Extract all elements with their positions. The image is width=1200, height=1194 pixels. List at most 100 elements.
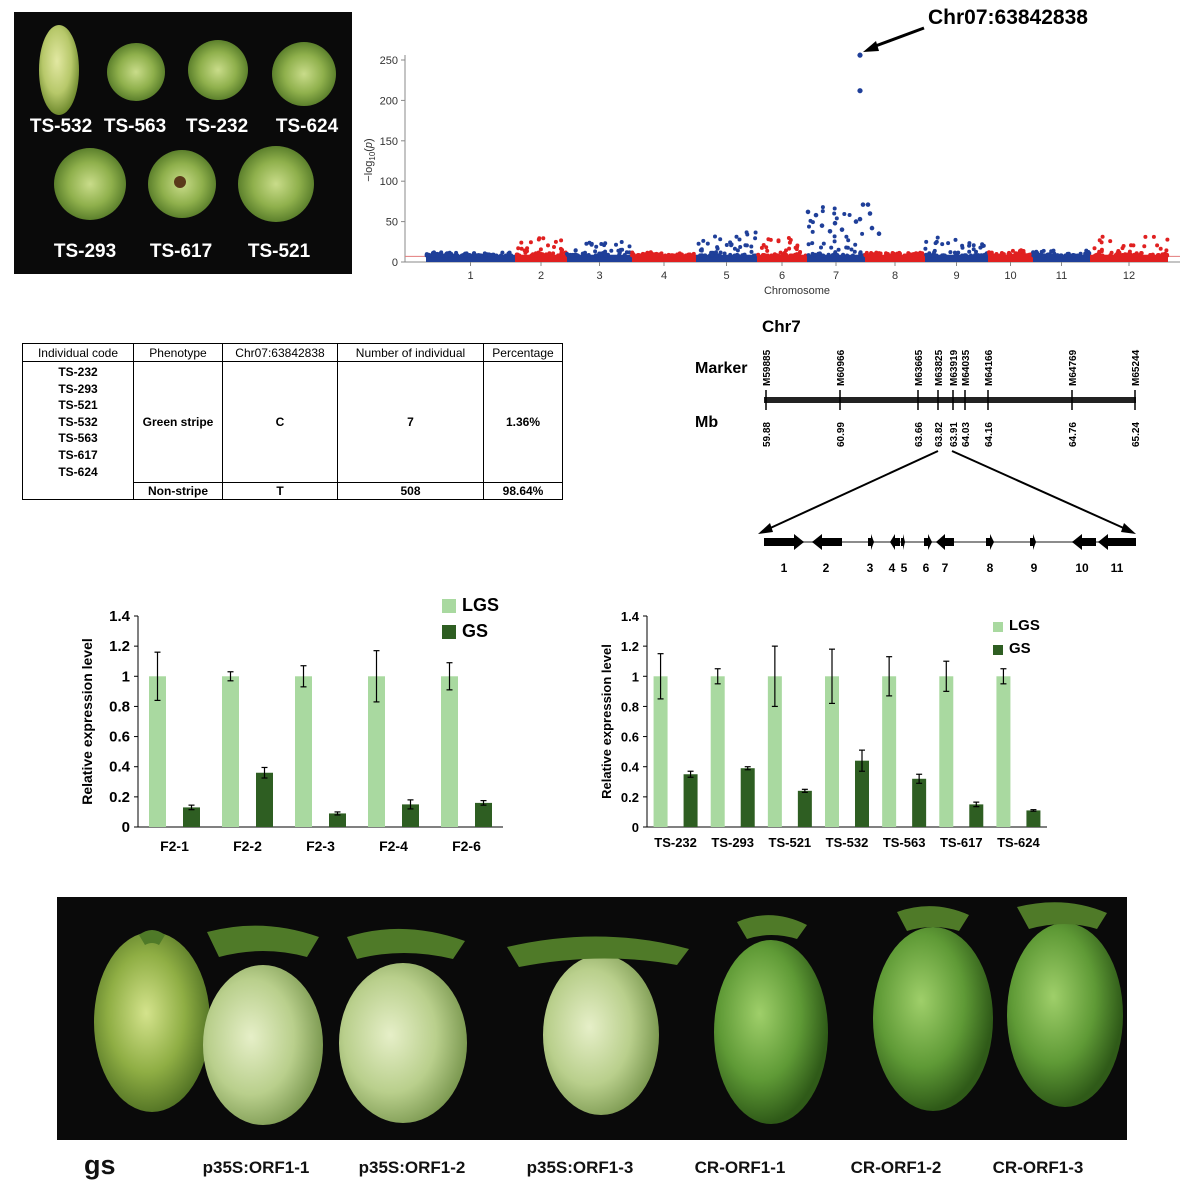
snp-point	[853, 219, 859, 224]
snp-point	[850, 253, 855, 258]
fruit-label: TS-624	[275, 116, 339, 137]
bar-gs	[402, 804, 419, 827]
snp-point	[1100, 253, 1105, 258]
phenotype-cell: Green stripe	[133, 361, 223, 483]
snp-point	[570, 253, 575, 258]
x-tick-label: 9	[953, 270, 959, 282]
chromosome-10-points	[987, 248, 1035, 262]
snp-point	[1099, 249, 1104, 254]
legend-swatch	[993, 645, 1003, 655]
chromosome-6-points	[756, 236, 808, 262]
gene-arrow	[812, 534, 842, 550]
position-label: 64.03	[961, 422, 972, 447]
snp-point	[701, 238, 706, 243]
snp-point	[479, 253, 484, 258]
snp-point	[565, 253, 570, 258]
gene-arrow	[1072, 534, 1096, 550]
x-tick-label: 8	[892, 270, 898, 282]
snp-point	[1041, 253, 1046, 258]
snp-point	[898, 251, 902, 256]
snp-point	[548, 253, 553, 258]
snp-point	[793, 245, 798, 250]
y-tick-label: 150	[380, 136, 398, 148]
snp-point	[1075, 253, 1080, 258]
fruit-label: CR-ORF1-3	[992, 1158, 1084, 1177]
snp-point	[499, 253, 503, 258]
snp-point	[574, 253, 579, 257]
fruit-cr-orf1-1	[714, 940, 828, 1124]
snp-point	[810, 229, 815, 234]
fruit-label: p35S:ORF1-1	[202, 1158, 310, 1177]
lead-snp-point	[857, 52, 863, 58]
chromosome-8-points	[863, 250, 927, 262]
snp-point	[769, 253, 774, 258]
snp-point	[699, 247, 704, 252]
gene-label: 4	[889, 561, 896, 575]
snp-point	[845, 253, 850, 258]
snp-point	[1100, 234, 1105, 239]
snp-point	[617, 250, 622, 255]
snp-point	[703, 253, 708, 258]
bar-gs	[683, 774, 698, 827]
snp-point	[973, 253, 977, 258]
snp-point	[1066, 251, 1071, 256]
y-tick-label: 100	[380, 176, 398, 188]
fruit-ts-532	[39, 25, 79, 115]
snp-point	[1126, 253, 1130, 258]
snp-point	[663, 253, 668, 258]
y-tick-label: 1.2	[621, 639, 639, 654]
snp-point	[1151, 234, 1156, 239]
snp-point	[551, 251, 556, 256]
snp-point	[864, 250, 869, 255]
position-label: 64.16	[984, 422, 995, 447]
legend-swatch	[993, 622, 1003, 632]
snp-band	[1033, 254, 1090, 262]
snp-point	[832, 206, 837, 211]
snp-point	[537, 236, 542, 241]
snp-point	[553, 239, 558, 244]
snp-point	[956, 250, 961, 255]
snp-point	[806, 253, 811, 258]
snp-point	[858, 251, 863, 256]
snp-point	[447, 253, 452, 258]
snp-point	[832, 220, 838, 226]
bar-gs	[1026, 810, 1041, 827]
marker-label: M63919	[949, 349, 960, 386]
category-label: F2-6	[452, 838, 481, 854]
snp-point	[724, 243, 729, 247]
y-tick-label: 250	[380, 55, 398, 67]
gene-arrow	[1030, 534, 1036, 550]
snp-point	[503, 253, 508, 258]
gene-label: 1	[781, 561, 788, 575]
snp-point	[832, 234, 837, 239]
bar-lgs	[295, 676, 312, 827]
snp-point	[487, 252, 492, 257]
marker-label: M64035	[961, 349, 972, 386]
snp-point	[1031, 253, 1036, 258]
snp-point	[867, 211, 873, 216]
snp-point	[729, 243, 734, 248]
snp-point	[927, 253, 932, 258]
snp-point	[1025, 253, 1030, 258]
snp-point	[1113, 253, 1118, 258]
fruit-label: p35S:ORF1-2	[358, 1158, 466, 1177]
snp-point	[871, 252, 876, 257]
y-tick-label: 0.2	[621, 790, 639, 805]
snp-point	[1117, 250, 1122, 255]
snp-point	[686, 252, 691, 257]
snp-point	[844, 245, 849, 250]
snp-point	[960, 243, 965, 248]
gene-arrow	[901, 534, 905, 550]
snp-point	[1130, 253, 1135, 258]
snp-point	[820, 209, 825, 214]
fruit-ts-624	[272, 42, 336, 106]
category-label: TS-232	[654, 835, 697, 850]
snp-point	[813, 252, 817, 257]
snp-point	[745, 232, 750, 237]
chromosome-12-points	[1090, 234, 1170, 262]
snp-point	[852, 249, 857, 254]
y-tick-label: 0.4	[109, 759, 131, 776]
snp-point	[842, 212, 847, 216]
marker-label: M64166	[984, 349, 995, 386]
